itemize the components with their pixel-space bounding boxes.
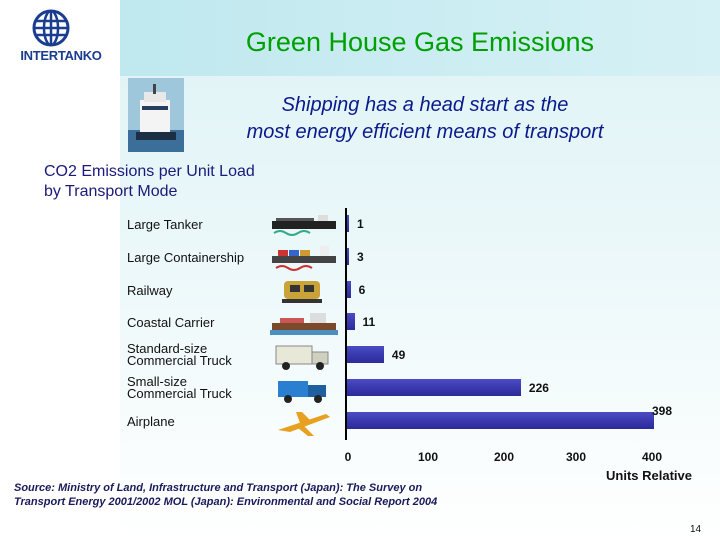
chart-title-line-2: by Transport Mode	[44, 183, 178, 200]
value-label: 398	[652, 403, 673, 418]
containership-icon	[272, 245, 336, 271]
subtitle-line-1: Shipping has a head start as the	[281, 94, 569, 116]
bar	[346, 313, 355, 331]
coastal-carrier-icon	[270, 313, 338, 336]
category-label: Large Containership	[127, 249, 245, 265]
bar	[346, 215, 349, 232]
x-tick-label: 300	[565, 450, 587, 464]
chart-title: CO2 Emissions per Unit Load by Transport…	[44, 162, 255, 202]
category-label: Large Tanker	[127, 217, 203, 232]
source-note: Source: Ministry of Land, Infrastructure…	[14, 482, 438, 508]
category-label: Coastal Carrier	[127, 315, 215, 331]
bar	[346, 280, 351, 298]
category-label: Airplane	[127, 413, 175, 429]
category-label: Standard-size Commercial Truck	[127, 341, 232, 369]
value-label: 6	[358, 282, 366, 297]
bar	[346, 379, 521, 396]
value-label: 3	[357, 249, 364, 264]
value-label: 11	[362, 315, 376, 330]
globe-icon	[32, 9, 70, 47]
tanker-icon	[272, 215, 336, 236]
bar	[346, 411, 654, 429]
value-label: 49	[391, 348, 406, 363]
bar	[346, 346, 384, 364]
title-band	[120, 0, 720, 76]
x-axis-label: Units Relative	[606, 468, 692, 483]
x-tick-label: 200	[493, 450, 515, 464]
locomotive-icon	[282, 280, 322, 303]
category-label: Railway	[127, 282, 173, 298]
category-label: Small-size Commercial Truck	[127, 374, 232, 401]
ship-photo-icon	[128, 78, 184, 152]
truck-icon	[275, 345, 329, 371]
subtitle-line-2: most energy efficient means of transport	[246, 121, 604, 143]
small-truck-icon	[278, 381, 326, 403]
page-number: 14	[690, 524, 702, 535]
left-strip	[0, 0, 120, 540]
x-tick-label: 400	[641, 450, 663, 464]
bar	[346, 247, 349, 265]
x-tick-label: 0	[344, 450, 352, 464]
value-label: 1	[357, 217, 364, 231]
intertanko-logo: INTERTANKO	[6, 8, 116, 70]
logo-text: INTERTANKO	[20, 48, 102, 63]
airplane-icon	[278, 411, 330, 436]
page-title: Green House Gas Emissions	[245, 27, 595, 57]
subtitle: Shipping has a head start as the most en…	[180, 92, 670, 146]
chart-title-line-1: CO2 Emissions per Unit Load	[44, 163, 255, 180]
y-axis-line	[345, 208, 347, 440]
x-tick-label: 100	[417, 450, 439, 464]
value-label: 226	[528, 381, 549, 395]
